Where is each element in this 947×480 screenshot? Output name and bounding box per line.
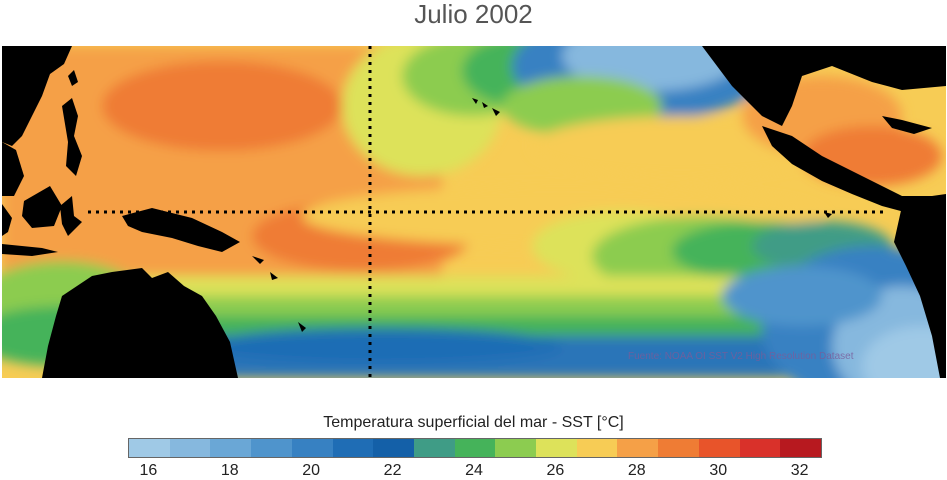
colorbar-segment <box>129 439 170 457</box>
colorbar-segment <box>617 439 659 457</box>
map-title: Julio 2002 <box>414 0 533 29</box>
colorbar-label: Temperatura superficial del mar - SST [°… <box>323 414 624 431</box>
colorbar-segment <box>454 439 496 457</box>
colorbar-segment <box>658 439 699 457</box>
colorbar-segment <box>251 439 292 457</box>
colorbar-tick-label: 16 <box>139 462 158 479</box>
colorbar-tick-label: 28 <box>627 462 646 479</box>
colorbar-segment <box>739 439 781 457</box>
colorbar-tick-label: 24 <box>465 462 483 479</box>
colorbar-tick-label: 32 <box>790 462 809 479</box>
colorbar-segment <box>169 439 211 457</box>
colorbar-ticks: 16 18 20 22 24 26 28 30 32 <box>128 462 820 480</box>
colorbar-tick-label: 18 <box>220 462 239 479</box>
colorbar-segment <box>210 439 252 457</box>
colorbar-tick-label: 30 <box>709 462 728 479</box>
colorbar-tick-label: 20 <box>302 462 321 479</box>
sst-map <box>2 46 946 378</box>
colorbar-segment <box>413 439 455 457</box>
land-masses <box>2 46 946 378</box>
colorbar-segment <box>291 439 333 457</box>
colorbar-segment <box>780 439 821 457</box>
colorbar-tick-label: 22 <box>383 462 402 479</box>
colorbar-segment <box>698 439 740 457</box>
colorbar-segment <box>536 439 577 457</box>
colorbar-segment <box>332 439 374 457</box>
colorbar <box>128 438 822 458</box>
colorbar-segment <box>373 439 414 457</box>
source-note: Fuente: NOAA OI SST V2 High Resolution D… <box>628 351 854 362</box>
colorbar-segment <box>576 439 618 457</box>
colorbar-segment <box>495 439 537 457</box>
colorbar-tick-label: 26 <box>546 462 565 479</box>
